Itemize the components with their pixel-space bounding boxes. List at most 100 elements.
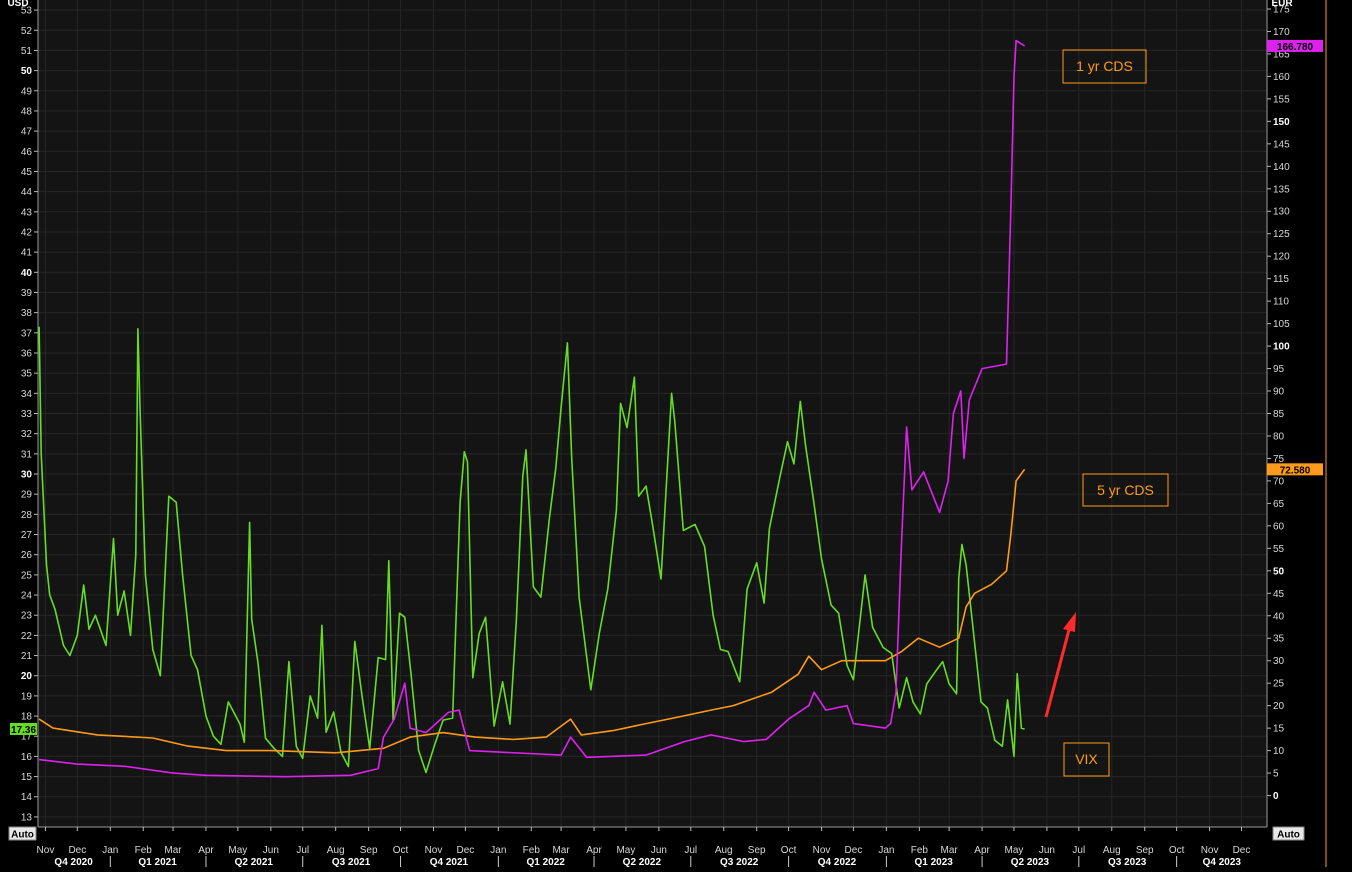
month-label: Apr bbox=[974, 845, 990, 856]
right-tick-label: 75 bbox=[1273, 454, 1285, 465]
right-tick-label: 30 bbox=[1273, 656, 1285, 667]
annotation-vix: VIX bbox=[1063, 742, 1110, 777]
left-tick-label: 36 bbox=[21, 348, 33, 359]
right-tick-label: 80 bbox=[1273, 431, 1285, 442]
month-label: Jul bbox=[684, 845, 697, 856]
month-label: May bbox=[616, 845, 635, 856]
month-label: Jan bbox=[878, 845, 894, 856]
left-tick-label: 49 bbox=[21, 86, 33, 97]
annotation-1yr-cds: 1 yr CDS bbox=[1062, 49, 1147, 84]
left-tick-label: 16 bbox=[21, 752, 33, 763]
auto-button-right[interactable]: Auto bbox=[1272, 826, 1305, 841]
left-tick-label: 33 bbox=[21, 409, 33, 420]
left-tick-label: 22 bbox=[21, 631, 33, 642]
month-label: Oct bbox=[1169, 845, 1185, 856]
left-tick-label: 47 bbox=[21, 127, 33, 138]
month-label: Apr bbox=[586, 845, 602, 856]
left-tick-label: 13 bbox=[21, 812, 33, 823]
left-tick-label: 41 bbox=[21, 248, 33, 259]
series-line-5-yr-cds bbox=[38, 468, 1026, 754]
left-tick-label: 45 bbox=[21, 167, 33, 178]
right-tick-label: 60 bbox=[1273, 521, 1285, 532]
left-tick-label: 35 bbox=[21, 369, 33, 380]
left-axis: USD 13 14 15 16 17 18 19 20 21 22 23 24 25 26 27 28 29 30… bbox=[7, 0, 39, 827]
month-label: Nov bbox=[37, 845, 55, 856]
right-tick-label: 90 bbox=[1273, 387, 1285, 398]
right-tick-label: 165 bbox=[1273, 49, 1290, 60]
left-tick-label: 38 bbox=[21, 308, 33, 319]
left-axis-unit: USD bbox=[7, 0, 28, 9]
month-label: Dec bbox=[456, 845, 474, 856]
month-label: Mar bbox=[164, 845, 182, 856]
red-arrow-icon bbox=[1044, 612, 1076, 718]
month-label: May bbox=[228, 845, 247, 856]
quarter-label: Q4 2023 bbox=[1203, 857, 1242, 867]
quarter-label: Q1 2023 bbox=[915, 857, 954, 867]
right-tick-label: 130 bbox=[1273, 207, 1290, 218]
annotation-5yr-cds-box bbox=[1082, 473, 1169, 507]
month-label: Nov bbox=[813, 845, 831, 856]
last-value-tag: 166.780 bbox=[1277, 42, 1314, 53]
series-layer bbox=[38, 39, 1026, 778]
left-tick-label: 15 bbox=[21, 772, 33, 783]
left-tick-label: 50 bbox=[21, 66, 33, 77]
last-value-tag: 17.36 bbox=[11, 725, 36, 736]
right-tick-label: 115 bbox=[1273, 274, 1289, 285]
right-tick-label: 125 bbox=[1273, 229, 1290, 240]
right-tick-label: 10 bbox=[1273, 746, 1285, 757]
left-tick-label: 51 bbox=[21, 46, 33, 57]
annotation-vix-label: VIX bbox=[1075, 751, 1098, 767]
month-label: Nov bbox=[1201, 845, 1219, 856]
month-label: Nov bbox=[425, 845, 443, 856]
right-tick-label: 85 bbox=[1273, 409, 1285, 420]
quarter-label: Q1 2022 bbox=[526, 857, 565, 867]
left-tick-label: 23 bbox=[21, 611, 33, 622]
left-tick-label: 40 bbox=[21, 268, 33, 279]
month-label: May bbox=[1005, 845, 1024, 856]
right-tick-label: 65 bbox=[1273, 499, 1285, 510]
right-tick-label: 170 bbox=[1273, 27, 1290, 38]
month-label: Aug bbox=[327, 845, 345, 856]
left-tick-label: 53 bbox=[21, 6, 33, 17]
month-label: Mar bbox=[941, 845, 959, 856]
quarter-label: Q3 2022 bbox=[720, 857, 759, 867]
left-tick-label: 28 bbox=[21, 510, 33, 521]
left-tick-label: 32 bbox=[21, 429, 33, 440]
left-tick-label: 42 bbox=[21, 227, 33, 238]
month-label: Apr bbox=[198, 845, 214, 856]
quarter-label: Q2 2021 bbox=[235, 857, 274, 867]
left-tick-label: 20 bbox=[21, 671, 33, 682]
last-value-tag-bg bbox=[1267, 39, 1323, 52]
right-tick-label: 150 bbox=[1273, 117, 1290, 128]
right-tick-label: 100 bbox=[1273, 342, 1290, 353]
left-tick-label: 24 bbox=[21, 591, 33, 602]
right-tick-label: 70 bbox=[1273, 476, 1285, 487]
quarter-label: Q4 2022 bbox=[818, 857, 857, 867]
right-axis: EUR 0 5 10 15 20 25 30 35 40 45 50 55 60 65 70 75 80 85 90… bbox=[1266, 0, 1293, 827]
month-label: Aug bbox=[1103, 845, 1121, 856]
right-tick-label: 5 bbox=[1273, 769, 1279, 780]
annotation-vix-box bbox=[1063, 742, 1110, 777]
annotation-5yr-cds-label: 5 yr CDS bbox=[1097, 482, 1154, 498]
quarter-label: Q1 2021 bbox=[138, 857, 177, 867]
month-label: Aug bbox=[715, 845, 733, 856]
annotation-1yr-cds-box bbox=[1062, 49, 1147, 84]
quarter-label: Q3 2023 bbox=[1108, 857, 1147, 867]
quarter-label: Q4 2021 bbox=[430, 857, 469, 867]
left-tick-label: 26 bbox=[21, 550, 33, 561]
right-tick-label: 140 bbox=[1273, 162, 1290, 173]
right-tick-label: 110 bbox=[1273, 297, 1289, 308]
left-tick-label: 19 bbox=[21, 691, 33, 702]
right-tick-label: 0 bbox=[1273, 791, 1279, 802]
left-tick-label: 21 bbox=[21, 651, 33, 662]
last-value-tag: 72.580 bbox=[1280, 465, 1311, 476]
month-label: Feb bbox=[523, 845, 541, 856]
left-tick-label: 52 bbox=[21, 26, 33, 37]
month-label: Sep bbox=[360, 845, 378, 856]
left-tick-label: 14 bbox=[21, 792, 33, 803]
left-tick-label: 48 bbox=[21, 106, 33, 117]
quarter-label: Q3 2021 bbox=[332, 857, 371, 867]
auto-button-left[interactable]: Auto bbox=[8, 826, 37, 841]
